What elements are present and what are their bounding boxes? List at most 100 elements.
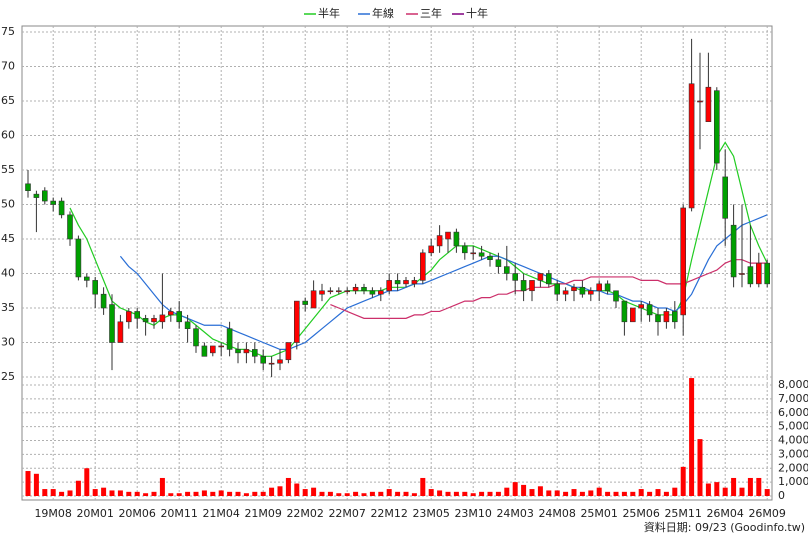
candle-body [571, 286, 577, 292]
volume-bar [445, 491, 451, 496]
candle-body [747, 266, 754, 285]
volume-bar [252, 491, 258, 496]
y-tick-label: 70 [1, 60, 15, 73]
volume-bar [25, 471, 31, 496]
candle-body [621, 300, 628, 323]
volume-bar [176, 493, 182, 496]
volume-bar [529, 489, 535, 496]
volume-bar [311, 487, 317, 496]
candle-body [184, 321, 191, 329]
volume-bar [201, 490, 207, 496]
volume-bar [344, 493, 350, 496]
candle-body [193, 328, 199, 347]
volume-bar [59, 491, 65, 496]
volume-bar [235, 491, 241, 496]
ma-line [119, 214, 768, 350]
volume-bar [218, 490, 224, 496]
x-tick-label: 25M11 [664, 507, 702, 520]
volume-bar [495, 491, 501, 496]
volume-bar [739, 487, 745, 496]
candle-body [327, 290, 334, 293]
candle-body [512, 273, 519, 281]
volume-bar [185, 491, 191, 496]
volume-bar [571, 489, 577, 496]
candle-body [260, 355, 267, 364]
candle-body [470, 252, 477, 255]
candle-body [613, 290, 619, 302]
y-tick-label: 75 [1, 25, 15, 38]
candle-body [503, 266, 510, 274]
volume-bar [33, 473, 39, 496]
y2-tick-label: 0 [778, 489, 785, 502]
legend-label: 半年 [318, 6, 340, 20]
volume-bar [151, 491, 157, 496]
candle-body [688, 83, 695, 209]
candle-body [268, 362, 275, 365]
y2-tick-label: 3,000 [778, 447, 808, 460]
volume-bar [260, 491, 266, 496]
volume-bar [327, 491, 333, 496]
volume-bar [647, 491, 653, 496]
legend-label: 年線 [372, 6, 394, 20]
candle-body [58, 200, 65, 216]
candle-body [67, 214, 73, 240]
candle-body [697, 100, 703, 103]
candle-body [436, 235, 443, 247]
legend-label: 十年 [466, 6, 488, 20]
x-tick-label: 25M06 [622, 507, 660, 520]
candle-body [285, 342, 292, 361]
candle-body [461, 245, 468, 254]
volume-bar [563, 491, 569, 496]
candle-body [487, 255, 493, 260]
y2-tick-label: 2,000 [778, 461, 808, 474]
volume-bar [294, 483, 300, 496]
candle-body [75, 238, 82, 278]
candle-body [50, 200, 57, 205]
candle-body [419, 252, 426, 281]
volume-bar [109, 490, 115, 496]
volume-bar [378, 491, 384, 496]
candle-body [226, 328, 233, 350]
y-tick-label: 50 [1, 198, 15, 211]
volume-bar [512, 482, 518, 496]
candle-body [562, 290, 569, 295]
volume-bar [319, 491, 325, 496]
volume-bar [470, 493, 476, 496]
volume-bar [764, 489, 770, 496]
volume-bar [731, 477, 737, 496]
volume-bar [655, 489, 661, 496]
candle-body [33, 193, 40, 198]
candle-body [117, 321, 124, 343]
volume-bar [579, 491, 585, 496]
candle-body [201, 345, 208, 357]
candle-body [545, 273, 552, 285]
candle-body [680, 207, 687, 316]
x-tick-label: 26M09 [748, 507, 786, 520]
plot-frame [21, 25, 773, 501]
y-tick-label: 25 [1, 370, 15, 383]
volume-bar [227, 491, 233, 496]
x-tick-label: 20M06 [118, 507, 156, 520]
candle-body [403, 280, 409, 285]
volume-bar [50, 489, 56, 496]
x-tick-label: 21M09 [244, 507, 282, 520]
candle-body [319, 290, 325, 295]
volume-bar [437, 490, 443, 496]
volume-bar [336, 493, 342, 496]
candle-body [126, 311, 132, 323]
volume-bar [369, 491, 375, 496]
volume-bar [302, 489, 308, 496]
x-tick-label: 19M08 [34, 507, 72, 520]
volume-bar [193, 491, 199, 496]
candle-body [453, 231, 460, 247]
volume-bar [168, 493, 174, 496]
candle-body [310, 290, 317, 309]
volume-bar [504, 487, 510, 496]
x-tick-label: 20M01 [76, 507, 114, 520]
candle-body [151, 318, 157, 323]
candle-body [739, 273, 745, 275]
legend-label: 三年 [420, 6, 442, 20]
candle-body [537, 273, 544, 281]
x-tick-label: 23M05 [412, 507, 450, 520]
volume-bar [521, 484, 527, 496]
